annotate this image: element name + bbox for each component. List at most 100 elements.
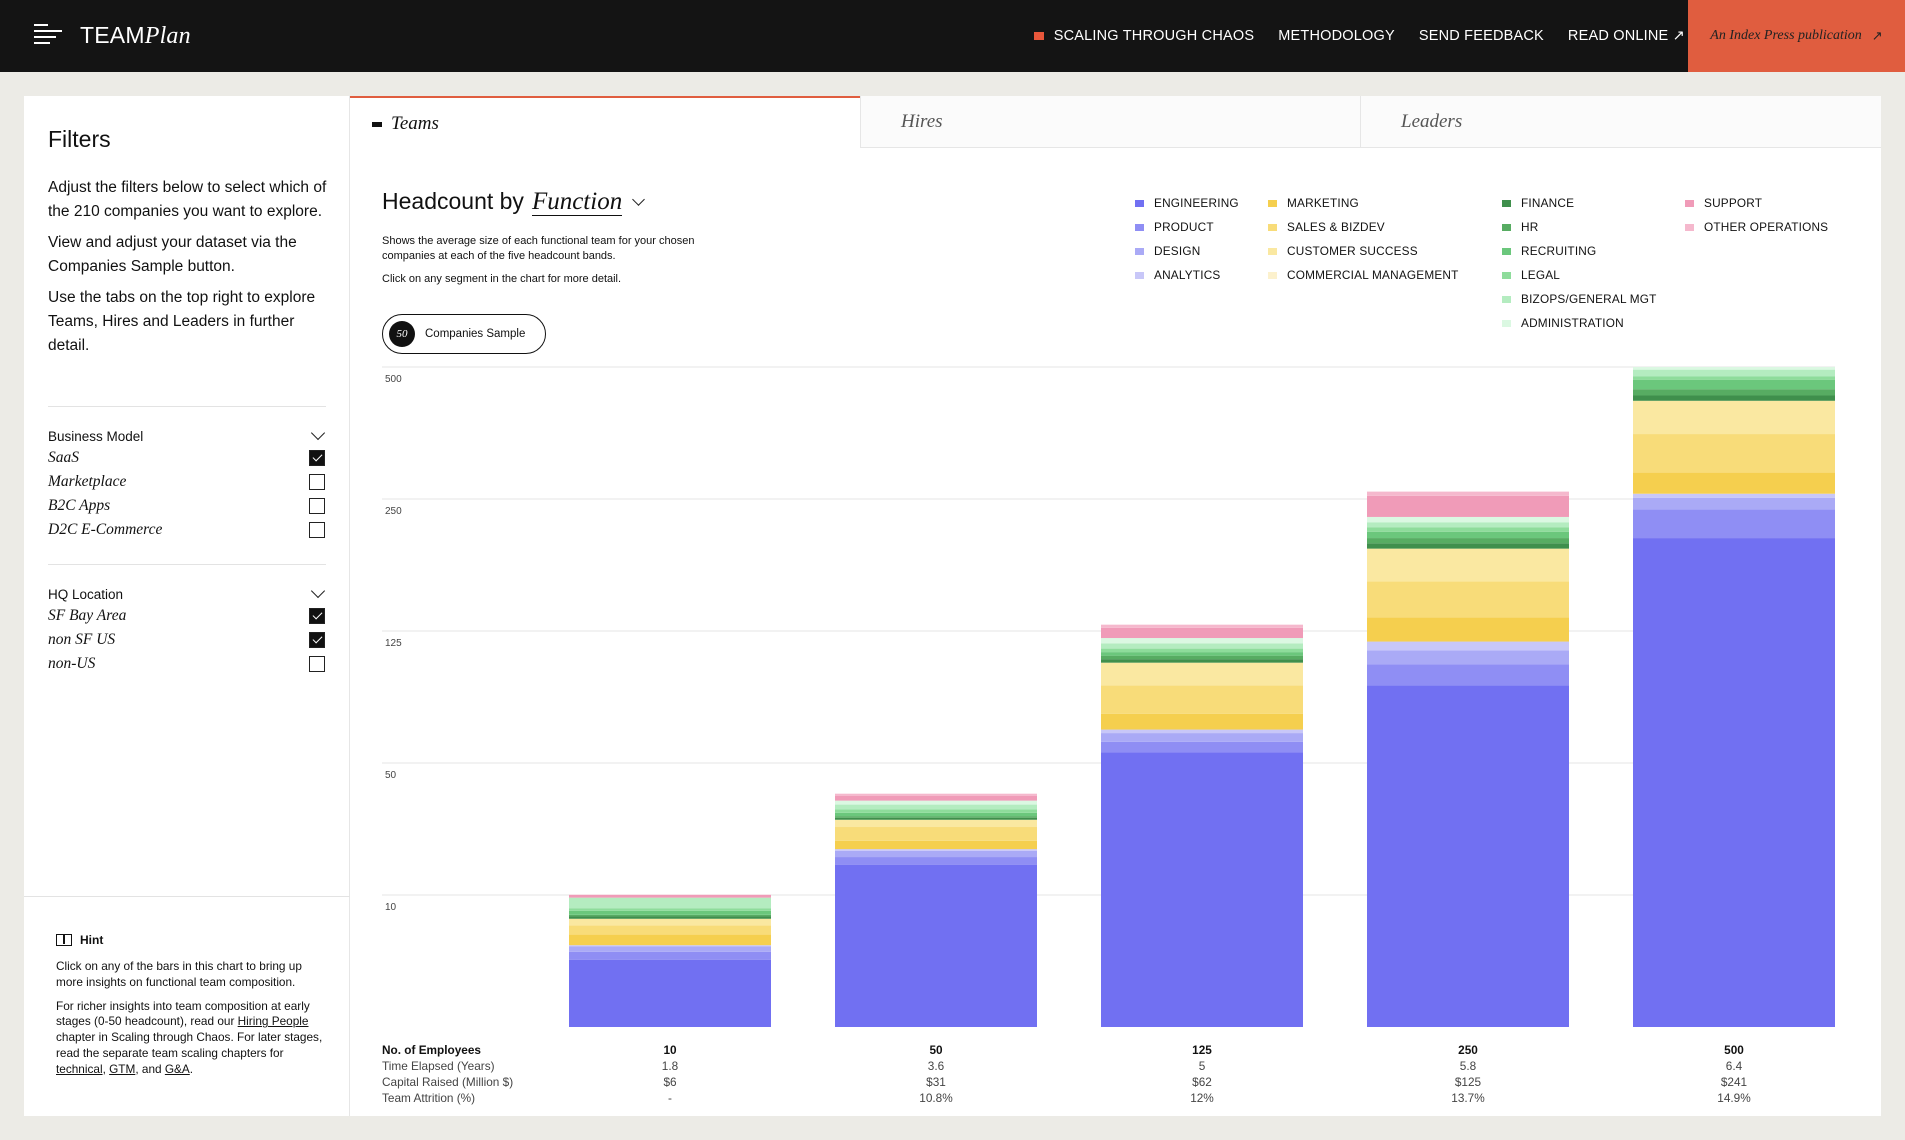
filter-option-b2c-apps[interactable]: B2C Apps <box>48 494 326 518</box>
nav-methodology[interactable]: METHODOLOGY <box>1278 28 1395 44</box>
bar-segment[interactable] <box>835 812 1037 817</box>
bar-segment[interactable] <box>835 827 1037 841</box>
bar-segment[interactable] <box>1633 367 1835 370</box>
legend-item[interactable]: MARKETING <box>1268 191 1459 215</box>
publication-link[interactable]: An Index Press publication ↗ <box>1688 0 1905 72</box>
bar-segment[interactable] <box>569 925 771 935</box>
checkbox[interactable] <box>309 608 325 624</box>
bar-segment[interactable] <box>1367 617 1569 642</box>
bar-segment[interactable] <box>835 816 1037 818</box>
bar-segment[interactable] <box>835 819 1037 828</box>
bar-segment[interactable] <box>569 951 771 960</box>
bar-segment[interactable] <box>1367 495 1569 517</box>
business-model-toggle[interactable]: Business Model <box>48 425 326 446</box>
filter-option-sf-bay-area[interactable]: SF Bay Area <box>48 604 326 628</box>
legend-item[interactable]: SALES & BIZDEV <box>1268 215 1459 239</box>
bar-group[interactable] <box>1633 367 1835 1027</box>
bar-group[interactable] <box>569 894 771 1027</box>
bar-group[interactable] <box>835 793 1037 1027</box>
bar-segment[interactable] <box>1367 543 1569 549</box>
bar-segment[interactable] <box>1367 491 1569 496</box>
legend-item[interactable]: ENGINEERING <box>1135 191 1239 215</box>
bar-segment[interactable] <box>569 914 771 917</box>
hq-location-toggle[interactable]: HQ Location <box>48 583 326 604</box>
bar-segment[interactable] <box>569 959 771 1027</box>
bar-segment[interactable] <box>1367 516 1569 523</box>
bar-segment[interactable] <box>835 793 1037 796</box>
bar-segment[interactable] <box>569 916 771 919</box>
legend-item[interactable]: ANALYTICS <box>1135 263 1239 287</box>
bar-segment[interactable] <box>1101 741 1303 753</box>
bar-segment[interactable] <box>835 864 1037 1027</box>
checkbox[interactable] <box>309 474 325 490</box>
bar-segment[interactable] <box>1367 527 1569 532</box>
bar-segment[interactable] <box>1101 627 1303 639</box>
bar-segment[interactable] <box>1101 713 1303 730</box>
function-dropdown[interactable]: Function <box>531 188 623 216</box>
bar-segment[interactable] <box>1101 652 1303 656</box>
legend-item[interactable]: BIZOPS/GENERAL MGT <box>1502 287 1657 311</box>
bar-segment[interactable] <box>1633 434 1835 473</box>
legend-item[interactable]: HR <box>1502 215 1657 239</box>
bar-segment[interactable] <box>1101 638 1303 644</box>
bar-segment[interactable] <box>1101 624 1303 628</box>
bar-segment[interactable] <box>835 840 1037 850</box>
filter-option-non-us[interactable]: non-US <box>48 652 326 676</box>
bar-segment[interactable] <box>569 910 771 915</box>
bar-segment[interactable] <box>835 804 1037 810</box>
bar-segment[interactable] <box>1633 369 1835 377</box>
bar-segment[interactable] <box>1367 581 1569 618</box>
bar-segment[interactable] <box>835 800 1037 805</box>
bar-segment[interactable] <box>1633 493 1835 498</box>
bar-segment[interactable] <box>835 849 1037 851</box>
bar-segment[interactable] <box>1101 733 1303 742</box>
bar-segment[interactable] <box>1633 389 1835 396</box>
checkbox[interactable] <box>309 656 325 672</box>
legend-item[interactable]: COMMERCIAL MANAGEMENT <box>1268 263 1459 287</box>
bar-segment[interactable] <box>1101 729 1303 734</box>
bar-segment[interactable] <box>835 857 1037 865</box>
bar-segment[interactable] <box>835 817 1037 820</box>
filter-option-d2c-ecommerce[interactable]: D2C E-Commerce <box>48 518 326 542</box>
bar-segment[interactable] <box>1367 522 1569 528</box>
bar-group[interactable] <box>1367 491 1569 1027</box>
bar-segment[interactable] <box>1367 641 1569 651</box>
legend-item[interactable]: LEGAL <box>1502 263 1657 287</box>
filter-option-non-sf-us[interactable]: non SF US <box>48 628 326 652</box>
bar-segment[interactable] <box>569 908 771 911</box>
tab-teams[interactable]: Teams <box>350 96 860 148</box>
bar-segment[interactable] <box>1633 509 1835 539</box>
checkbox[interactable] <box>309 450 325 466</box>
tab-hires[interactable]: Hires <box>860 96 1360 148</box>
bar-segment[interactable] <box>1101 659 1303 663</box>
bar-segment[interactable] <box>1101 662 1303 686</box>
legend-item[interactable]: RECRUITING <box>1502 239 1657 263</box>
nav-read-online[interactable]: READ ONLINE ↗ <box>1567 28 1685 44</box>
technical-link[interactable]: technical <box>56 1061 103 1076</box>
legend-item[interactable]: PRODUCT <box>1135 215 1239 239</box>
nav-scaling-through-chaos[interactable]: SCALING THROUGH CHAOS <box>1033 28 1255 44</box>
bar-segment[interactable] <box>569 895 771 898</box>
bar-segment[interactable] <box>1633 379 1835 390</box>
bar-segment[interactable] <box>1367 664 1569 686</box>
chevron-down-icon[interactable] <box>632 193 646 206</box>
bar-segment[interactable] <box>1633 400 1835 435</box>
bar-segment[interactable] <box>1367 531 1569 539</box>
checkbox[interactable] <box>309 522 325 538</box>
bar-segment[interactable] <box>569 946 771 952</box>
legend-item[interactable]: SUPPORT <box>1685 191 1828 215</box>
bar-segment[interactable] <box>1633 395 1835 401</box>
legend-item[interactable]: OTHER OPERATIONS <box>1685 215 1828 239</box>
bar-segment[interactable] <box>1633 376 1835 380</box>
tab-leaders[interactable]: Leaders <box>1360 96 1881 148</box>
filter-option-marketplace[interactable]: Marketplace <box>48 470 326 494</box>
bar-segment[interactable] <box>1101 685 1303 714</box>
bar-segment[interactable] <box>1101 752 1303 1027</box>
gtm-link[interactable]: GTM <box>109 1061 136 1076</box>
bar-segment[interactable] <box>1367 650 1569 665</box>
bar-segment[interactable] <box>1367 548 1569 582</box>
filter-option-saas[interactable]: SaaS <box>48 446 326 470</box>
bar-segment[interactable] <box>1101 648 1303 653</box>
legend-item[interactable]: FINANCE <box>1502 191 1657 215</box>
bar-segment[interactable] <box>569 945 771 947</box>
